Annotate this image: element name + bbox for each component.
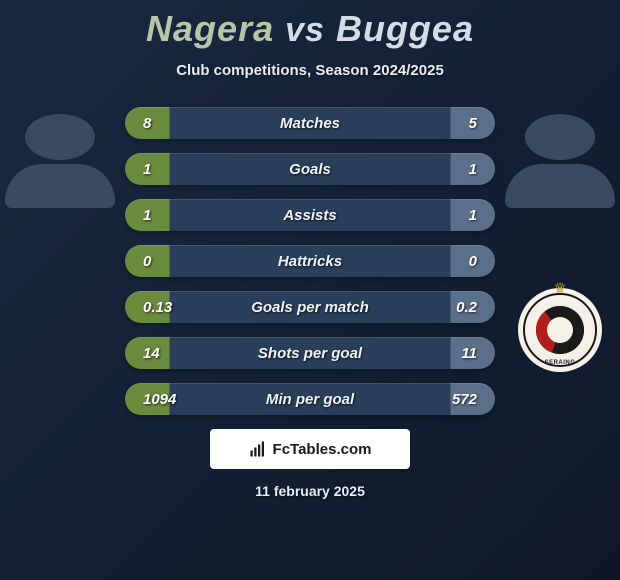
stat-row: 1 Goals 1 bbox=[125, 153, 495, 185]
footer-date: 11 february 2025 bbox=[0, 483, 620, 499]
season-subtitle: Club competitions, Season 2024/2025 bbox=[0, 62, 620, 79]
vs-separator: vs bbox=[285, 11, 325, 49]
silhouette-icon bbox=[500, 110, 620, 280]
player1-avatar bbox=[0, 110, 120, 280]
stat-right-value: 1 bbox=[433, 161, 495, 178]
stat-row: 8 Matches 5 bbox=[125, 107, 495, 139]
stat-left-value: 14 bbox=[125, 345, 187, 362]
crown-icon: ♛ bbox=[554, 280, 567, 297]
stat-label: Goals bbox=[187, 161, 433, 178]
stats-container: 8 Matches 5 1 Goals 1 1 Assists 1 0 Hatt… bbox=[125, 107, 495, 415]
stat-right-value: 0 bbox=[433, 253, 495, 270]
lion-icon bbox=[547, 317, 573, 343]
stat-right-value: 0.2 bbox=[433, 299, 495, 316]
stat-left-value: 1 bbox=[125, 207, 187, 224]
brand-badge: FcTables.com bbox=[210, 429, 410, 469]
stat-row: 1094 Min per goal 572 bbox=[125, 383, 495, 415]
stat-label: Matches bbox=[187, 115, 433, 132]
stat-label: Shots per goal bbox=[187, 345, 433, 362]
comparison-title: Nagera vs Buggea bbox=[0, 8, 620, 50]
brand-name: FcTables.com bbox=[273, 441, 372, 458]
stat-left-value: 1094 bbox=[125, 391, 187, 408]
stat-label: Min per goal bbox=[187, 391, 433, 408]
stat-label: Goals per match bbox=[187, 299, 433, 316]
chart-icon bbox=[249, 440, 267, 458]
stat-row: 1 Assists 1 bbox=[125, 199, 495, 231]
stat-right-value: 5 bbox=[433, 115, 495, 132]
stat-left-value: 0.13 bbox=[125, 299, 187, 316]
stat-left-value: 8 bbox=[125, 115, 187, 132]
stat-row: 0.13 Goals per match 0.2 bbox=[125, 291, 495, 323]
player2-avatar: ♛ SERAING bbox=[500, 110, 620, 280]
club-crest: ♛ SERAING bbox=[518, 288, 602, 372]
player2-name: Buggea bbox=[336, 8, 474, 49]
stat-row: 0 Hattricks 0 bbox=[125, 245, 495, 277]
stat-left-value: 0 bbox=[125, 253, 187, 270]
stat-right-value: 572 bbox=[433, 391, 495, 408]
stat-label: Assists bbox=[187, 207, 433, 224]
stat-label: Hattricks bbox=[187, 253, 433, 270]
header: Nagera vs Buggea Club competitions, Seas… bbox=[0, 0, 620, 79]
crest-label: SERAING bbox=[518, 360, 602, 366]
stat-row: 14 Shots per goal 11 bbox=[125, 337, 495, 369]
player1-name: Nagera bbox=[146, 8, 274, 49]
stat-right-value: 1 bbox=[433, 207, 495, 224]
stat-right-value: 11 bbox=[433, 345, 495, 362]
stat-left-value: 1 bbox=[125, 161, 187, 178]
silhouette-icon bbox=[0, 110, 120, 280]
